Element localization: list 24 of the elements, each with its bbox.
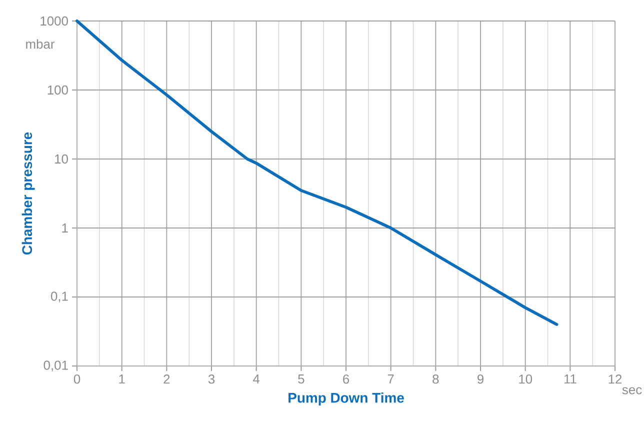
x-tick-label: 10 — [519, 374, 532, 384]
y-tick-label: 0,1 — [50, 292, 68, 302]
x-tick-label: 2 — [164, 374, 170, 384]
text: mbar — [26, 39, 55, 49]
x-tick-label: 4 — [253, 374, 260, 384]
x-tick-label: 0 — [74, 374, 80, 384]
y-tick-label: 1 — [62, 224, 68, 232]
x-tick-label: 11 — [564, 374, 576, 384]
y-tick-label: 10 — [55, 154, 68, 164]
line-series — [76, 20, 558, 326]
y-tick-label: 1000 — [40, 16, 68, 26]
x-tick-label: 9 — [478, 374, 484, 384]
y-axis-title: Chamber pressure — [22, 132, 35, 255]
y-tick-label: 100 — [48, 85, 68, 95]
y-tick-label: 0,01 — [44, 360, 68, 372]
text: sec — [622, 387, 642, 394]
x-axis-title: Pump Down Time — [288, 392, 404, 406]
x-tick-label: 8 — [432, 374, 439, 384]
x-tick-label: 12 — [608, 374, 622, 384]
x-tick-label: 5 — [298, 374, 304, 384]
x-tick-label: 1 — [119, 374, 125, 384]
x-tick-label: 7 — [388, 374, 394, 384]
x-tick-label: 6 — [343, 374, 350, 384]
x-tick-label: 3 — [208, 374, 215, 384]
